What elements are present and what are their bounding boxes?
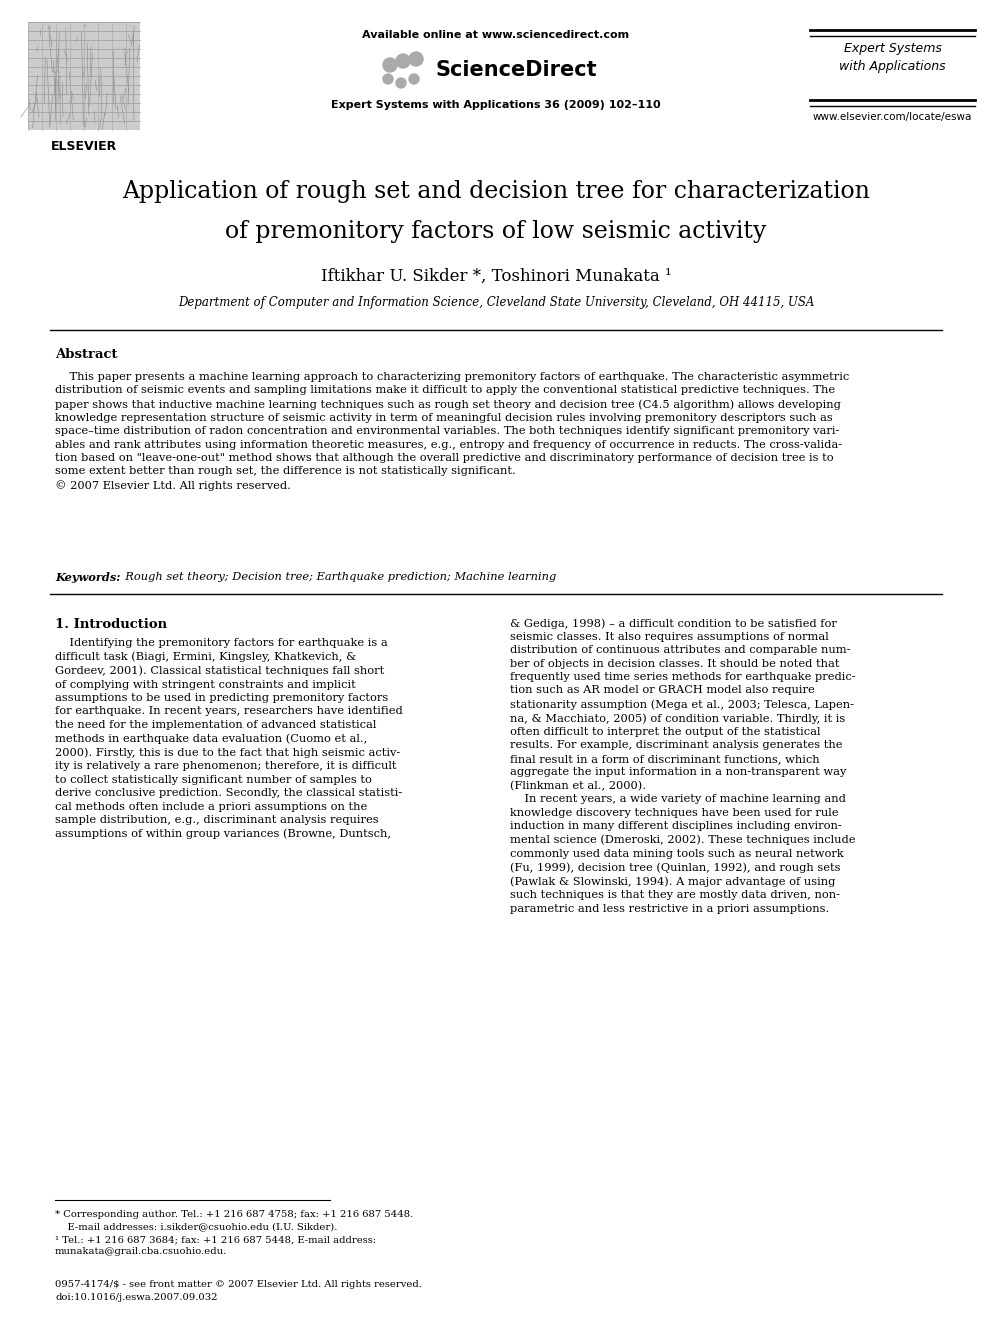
Text: Abstract: Abstract [55, 348, 117, 361]
Circle shape [409, 52, 423, 66]
Text: 0957-4174/$ - see front matter © 2007 Elsevier Ltd. All rights reserved.: 0957-4174/$ - see front matter © 2007 El… [55, 1279, 422, 1289]
Circle shape [383, 74, 393, 83]
Text: ELSEVIER: ELSEVIER [51, 140, 117, 153]
Text: & Gediga, 1998) – a difficult condition to be satisfied for
seismic classes. It : & Gediga, 1998) – a difficult condition … [510, 618, 856, 914]
Text: Application of rough set and decision tree for characterization: Application of rough set and decision tr… [122, 180, 870, 202]
Text: Available online at www.sciencedirect.com: Available online at www.sciencedirect.co… [362, 30, 630, 40]
Text: ScienceDirect: ScienceDirect [435, 60, 597, 79]
Text: Rough set theory; Decision tree; Earthquake prediction; Machine learning: Rough set theory; Decision tree; Earthqu… [118, 572, 557, 582]
Text: Keywords:: Keywords: [55, 572, 120, 583]
Text: * Corresponding author. Tel.: +1 216 687 4758; fax: +1 216 687 5448.: * Corresponding author. Tel.: +1 216 687… [55, 1211, 414, 1218]
Text: Department of Computer and Information Science, Cleveland State University, Clev: Department of Computer and Information S… [178, 296, 814, 310]
Text: This paper presents a machine learning approach to characterizing premonitory fa: This paper presents a machine learning a… [55, 372, 849, 491]
Circle shape [383, 58, 397, 71]
Text: www.elsevier.com/locate/eswa: www.elsevier.com/locate/eswa [812, 112, 972, 122]
Circle shape [409, 74, 419, 83]
Text: 1. Introduction: 1. Introduction [55, 618, 167, 631]
Circle shape [396, 78, 406, 89]
Bar [28, 22, 140, 130]
Circle shape [396, 54, 410, 67]
Text: Expert Systems with Applications 36 (2009) 102–110: Expert Systems with Applications 36 (200… [331, 101, 661, 110]
Text: Identifying the premonitory factors for earthquake is a
difficult task (Biagi, E: Identifying the premonitory factors for … [55, 638, 403, 839]
Text: of premonitory factors of low seismic activity: of premonitory factors of low seismic ac… [225, 220, 767, 243]
Text: ¹ Tel.: +1 216 687 3684; fax: +1 216 687 5448, E-mail address:: ¹ Tel.: +1 216 687 3684; fax: +1 216 687… [55, 1234, 376, 1244]
Text: munakata@grail.cba.csuohio.edu.: munakata@grail.cba.csuohio.edu. [55, 1248, 227, 1256]
Text: Iftikhar U. Sikder *, Toshinori Munakata ¹: Iftikhar U. Sikder *, Toshinori Munakata… [320, 269, 672, 284]
Text: doi:10.1016/j.eswa.2007.09.032: doi:10.1016/j.eswa.2007.09.032 [55, 1293, 217, 1302]
Text: Expert Systems
with Applications: Expert Systems with Applications [839, 42, 945, 73]
Text: E-mail addresses: i.sikder@csuohio.edu (I.U. Sikder).: E-mail addresses: i.sikder@csuohio.edu (… [55, 1222, 337, 1230]
